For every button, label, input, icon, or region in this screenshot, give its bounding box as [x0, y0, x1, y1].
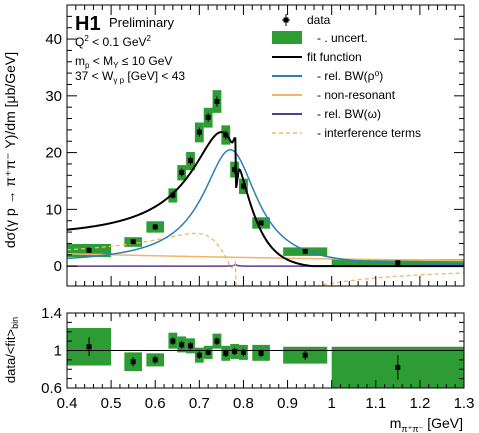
data-point-3 [170, 192, 176, 198]
x-tick-label-9: 1.3 [454, 395, 475, 412]
data-point-13 [302, 248, 308, 254]
x-tick-label-3: 0.7 [189, 395, 210, 412]
cut-q2: Q2 < 0.1 GeV2 [75, 34, 152, 49]
legend-fit: fit function [272, 50, 362, 64]
ratio-point-2 [152, 357, 158, 363]
x-tick-label-0: 0.4 [57, 395, 78, 412]
data-point-9 [223, 132, 229, 138]
data-point-5 [188, 158, 194, 164]
data-point-1 [130, 239, 136, 245]
svg-text:- interference terms: - interference terms [317, 126, 421, 140]
x-tick-label-2: 0.6 [145, 395, 166, 412]
curve-fit [66, 131, 464, 268]
x-tick-label-5: 0.9 [277, 395, 298, 412]
curve-bw-rho [66, 149, 465, 266]
ratio-y-ticks: 0.6 1 1.4 [41, 305, 464, 397]
ratio-x-ticks: 0.4 0.5 0.6 0.7 0.8 0.9 1 1.1 1.2 1.3 [57, 313, 475, 412]
experiment-label: H1 [75, 13, 101, 35]
ratio-point-13 [302, 352, 308, 358]
ratio-uncertainty-bands [67, 328, 464, 388]
main-y-tick-label-4: 40 [45, 31, 62, 48]
main-panel: 0 10 20 30 40 [45, 4, 465, 287]
ratio-y-axis-label: data/<fit>bin [3, 317, 20, 383]
data-point-2 [152, 224, 158, 230]
data-point-11 [240, 183, 246, 189]
legend: data - . uncert. fit function - rel. BW(… [272, 13, 421, 140]
ratio-point-11 [240, 349, 246, 355]
ratio-point-5 [188, 343, 194, 349]
svg-text:- rel. BW(ρ⁰): - rel. BW(ρ⁰) [317, 69, 383, 83]
ratio-y-tick-label-0: 0.6 [41, 380, 62, 397]
cut-my: mp < MY ≤ 10 GeV [75, 54, 172, 70]
main-y-ticks: 0 10 20 30 40 [45, 15, 464, 275]
ratio-point-14 [395, 364, 401, 370]
status-label: Preliminary [109, 15, 175, 30]
ratio-point-1 [130, 359, 136, 365]
svg-text:- rel. BW(ω): - rel. BW(ω) [317, 107, 381, 121]
data-point-0 [86, 247, 92, 253]
ratio-point-9 [223, 350, 229, 356]
svg-text:- non-resonant: - non-resonant [317, 88, 396, 102]
ratio-y-tick-label-2: 1.4 [41, 305, 62, 322]
main-y-axis-label: dσ(γ p → π⁺π⁻ Y)/dm [μb/GeV] [2, 52, 18, 248]
ratio-points [86, 337, 401, 380]
ratio-point-7 [205, 349, 211, 355]
svg-text:- . uncert.: - . uncert. [317, 31, 368, 45]
ratio-point-12 [258, 350, 264, 356]
data-point-14 [395, 260, 401, 266]
main-x-ticks [66, 5, 465, 286]
data-point-6 [196, 129, 202, 135]
data-point-4 [179, 169, 185, 175]
legend-uncert-swatch [272, 31, 302, 44]
x-axis-label: mπ⁺π⁻ [GeV] [390, 415, 463, 433]
x-tick-label-7: 1.1 [365, 395, 386, 412]
legend-nonres: - non-resonant [272, 88, 396, 102]
main-y-tick-label-1: 10 [45, 201, 62, 218]
legend-interf: - interference terms [272, 126, 421, 140]
legend-bw-rho: - rel. BW(ρ⁰) [272, 69, 383, 83]
ratio-point-3 [170, 338, 176, 344]
main-plot-frame [66, 4, 465, 287]
main-y-tick-label-0: 0 [54, 258, 62, 275]
data-point-7 [205, 114, 211, 120]
ratio-point-6 [196, 352, 202, 358]
ratio-point-4 [179, 342, 185, 348]
legend-bw-omega: - rel. BW(ω) [272, 107, 381, 121]
main-y-tick-label-3: 30 [45, 88, 62, 105]
model-curves [66, 131, 465, 287]
x-tick-label-1: 0.5 [101, 395, 122, 412]
ratio-panel: 0.6 1 1.4 0.4 0.5 0.6 0.7 0.8 0.9 1 1.1 1.2 1.3 [41, 305, 474, 412]
legend-data: data [282, 13, 331, 27]
x-tick-label-8: 1.2 [409, 395, 430, 412]
data-point-10 [232, 167, 238, 173]
data-point-8 [214, 99, 220, 105]
ratio-point-8 [214, 338, 220, 344]
ratio-point-10 [232, 348, 238, 354]
cut-w: 37 < Wγ p [GeV] < 43 [75, 69, 185, 85]
curve-non-resonant [66, 252, 464, 262]
x-tick-label-4: 0.8 [233, 395, 254, 412]
x-tick-label-6: 1 [327, 395, 335, 412]
legend-uncert: - . uncert. [272, 31, 368, 45]
data-points [86, 96, 401, 266]
main-y-tick-label-2: 20 [45, 145, 62, 162]
svg-text:data: data [307, 13, 331, 27]
svg-text:fit function: fit function [307, 50, 362, 64]
ratio-y-tick-label-1: 1 [54, 343, 62, 360]
data-point-12 [258, 220, 264, 226]
ratio-point-0 [86, 344, 92, 350]
